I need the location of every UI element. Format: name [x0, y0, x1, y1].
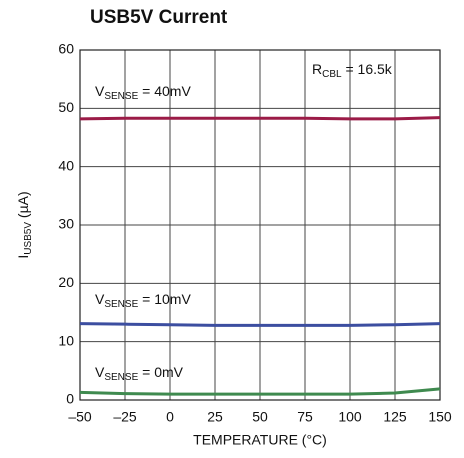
x-tick-label: 150	[428, 409, 452, 425]
x-axis-label: TEMPERATURE (°C)	[193, 432, 327, 448]
label-main: V	[95, 364, 105, 380]
label-subscript: SENSE	[104, 91, 138, 102]
x-tick-label: 50	[252, 409, 268, 425]
y-tick-label: 40	[58, 157, 74, 173]
x-tick-label: 25	[207, 409, 223, 425]
y-tick-label: 50	[58, 99, 74, 115]
y-tick-label: 30	[58, 216, 74, 232]
label-main: V	[95, 291, 105, 307]
label: RCBL = 16.5k	[312, 61, 393, 80]
label-subscript: USB5V	[23, 222, 34, 255]
plot-frame	[79, 49, 441, 401]
chart-title: USB5V Current	[90, 7, 228, 28]
x-tick-label: 0	[166, 409, 174, 425]
label-subscript: SENSE	[104, 372, 138, 383]
y-tick-label: 60	[58, 41, 74, 57]
x-tick-label: 125	[383, 409, 407, 425]
label-rest: = 16.5k	[342, 61, 393, 77]
label-rest: (µA)	[15, 191, 31, 222]
y-tick-label: 0	[66, 391, 74, 407]
label: VSENSE = 0mV	[95, 364, 184, 383]
label-main: I	[15, 255, 31, 259]
x-tick-label: –50	[68, 409, 92, 425]
x-tick-label: 100	[338, 409, 362, 425]
label: VSENSE = 40mV	[95, 83, 191, 102]
label-rest: = 0mV	[138, 364, 183, 380]
y-tick-label: 20	[58, 274, 74, 290]
label-main: V	[95, 83, 105, 99]
series-line	[79, 116, 441, 121]
label-main: R	[312, 61, 322, 77]
x-tick-label: –25	[113, 409, 137, 425]
x-tick-label: 75	[297, 409, 313, 425]
label-rest: = 40mV	[138, 83, 191, 99]
y-tick-label: 10	[58, 332, 74, 348]
series-line	[79, 387, 441, 396]
label: VSENSE = 10mV	[95, 291, 191, 310]
series-line	[79, 322, 441, 327]
label-rest: = 10mV	[138, 291, 191, 307]
label-subscript: CBL	[322, 69, 342, 80]
y-axis-label: IUSB5V (µA)	[15, 191, 34, 258]
label-subscript: SENSE	[104, 299, 138, 310]
